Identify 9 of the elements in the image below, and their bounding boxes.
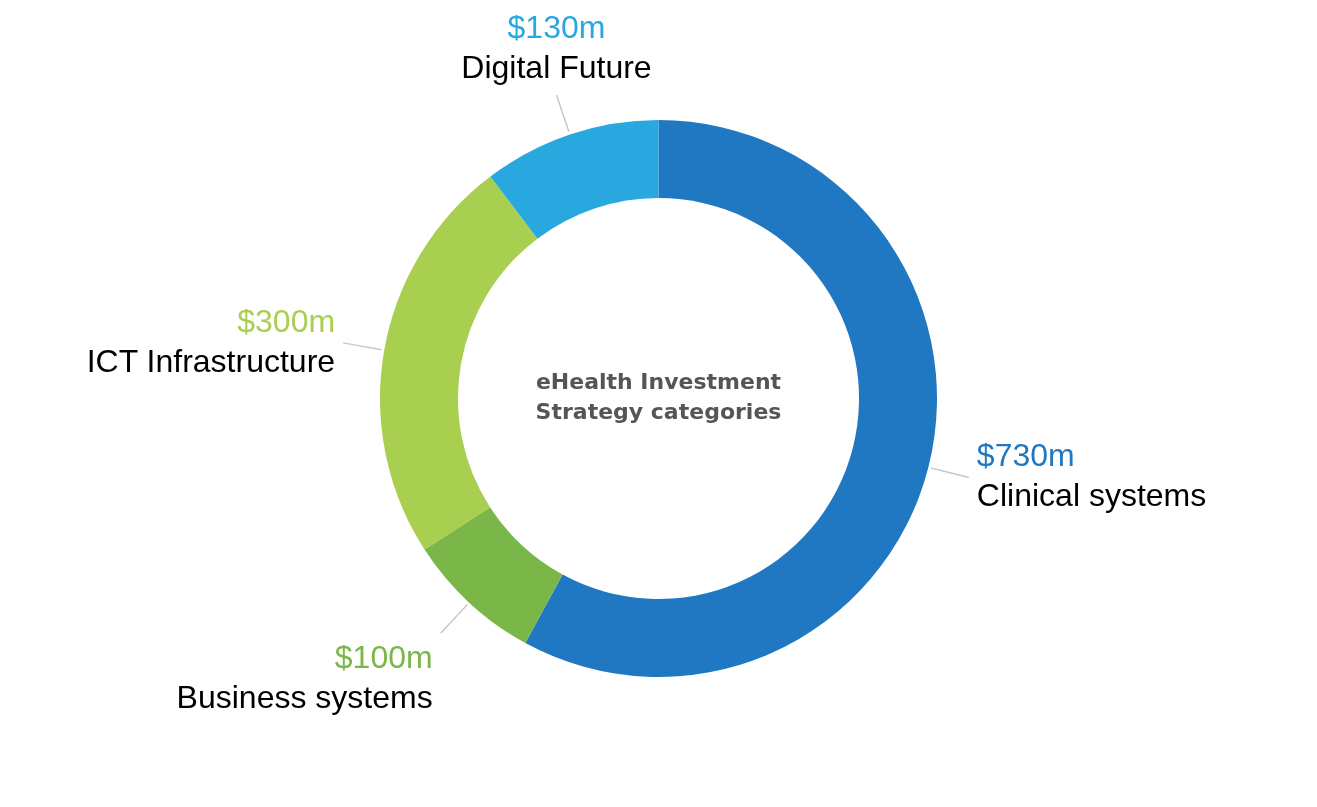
data-label: $730m <box>976 437 1075 474</box>
data-label: $300m <box>237 302 336 339</box>
slice-label: ICT Infrastructure <box>86 342 336 379</box>
slice-label: Business systems <box>176 679 433 716</box>
slice-label: Digital Future <box>461 48 652 85</box>
text: eHealth Investment Strategy categories <box>535 369 782 425</box>
data-label: $100m <box>334 639 433 676</box>
slice-label: Clinical systems <box>976 477 1207 514</box>
data-label: $130m <box>507 8 606 45</box>
